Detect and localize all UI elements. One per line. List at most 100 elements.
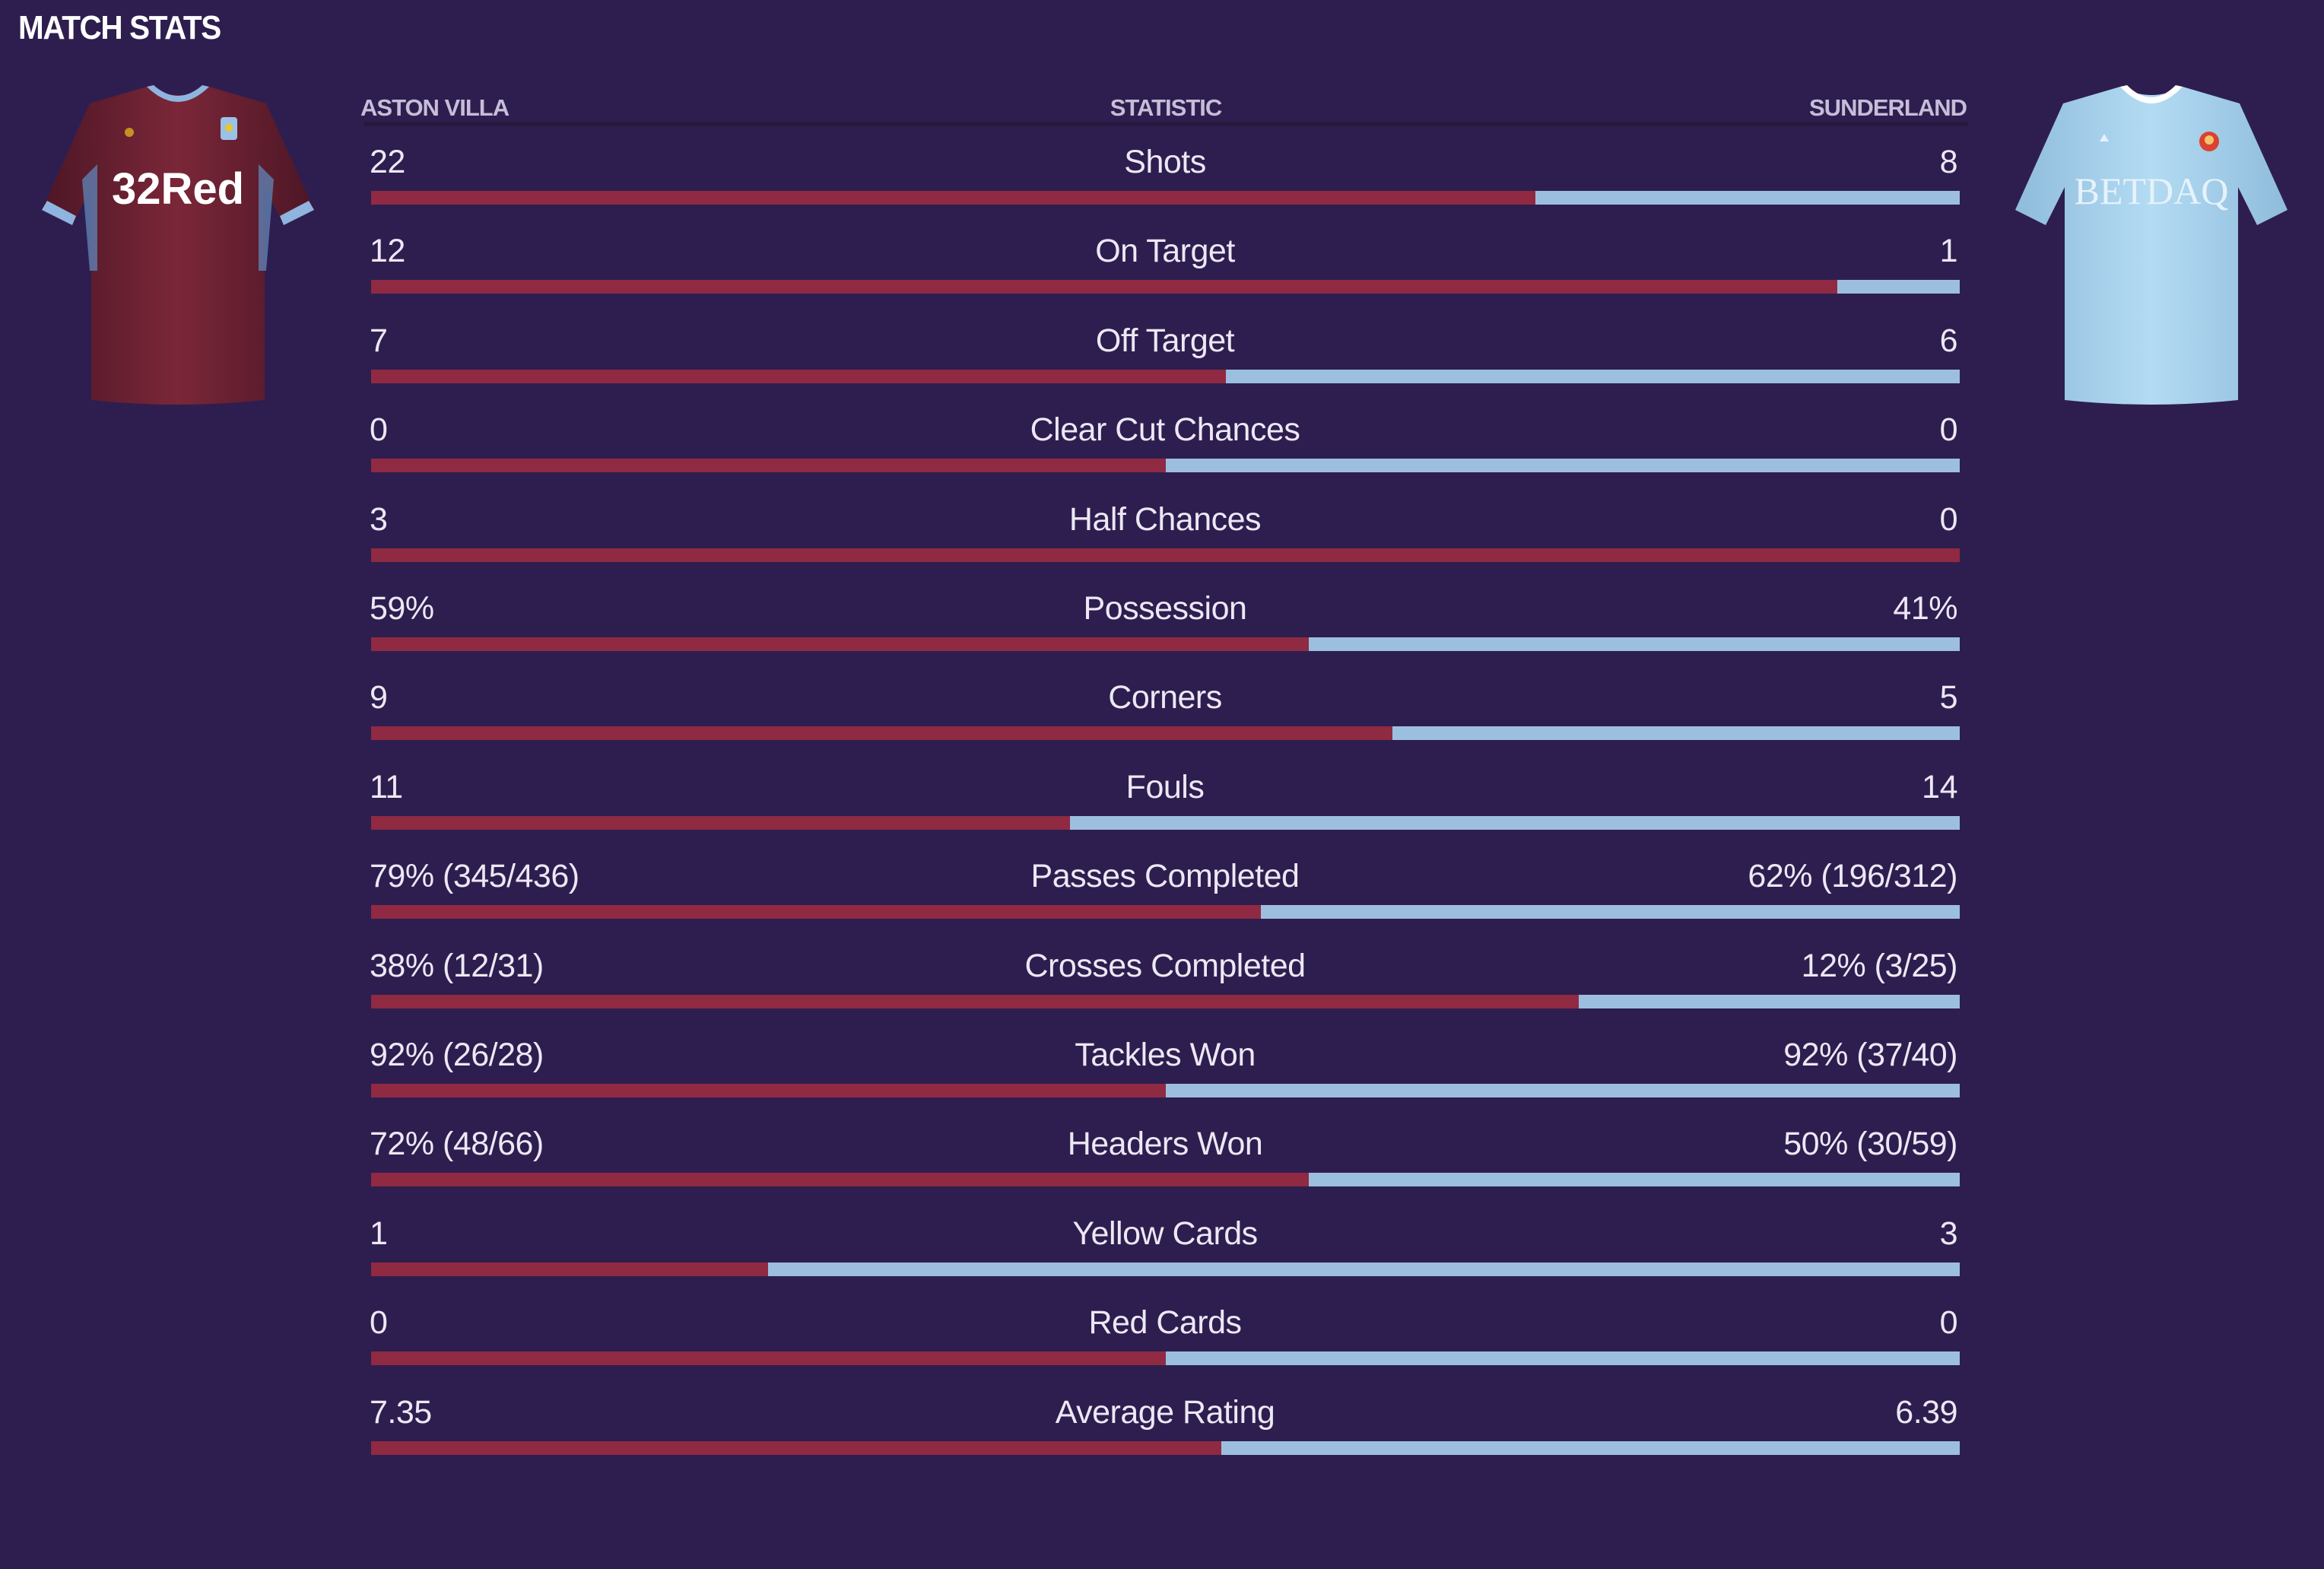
stat-label: Crosses Completed [1024,947,1306,984]
away-stat-value: 5 [1939,679,1958,716]
away-share-fill [1578,994,1960,1008]
comparison-bar [371,548,1960,562]
stat-label: Possession [1083,590,1247,627]
comparison-bar [371,994,1960,1008]
away-share-fill [1165,1351,1960,1366]
comparison-bar [371,637,1960,651]
home-share-fill [371,1262,769,1276]
comparison-bar [371,191,1960,205]
shirt-icon: 32Red [42,85,314,405]
away-share-fill [1308,1173,1960,1187]
stat-label: Clear Cut Chances [1030,411,1300,449]
home-share-fill [371,191,1536,205]
home-stat-value: 12 [370,233,405,270]
home-stat-value: 1 [370,1215,388,1252]
stat-label: Half Chances [1068,500,1262,538]
stat-row: 72% (48/66) Headers Won 50% (30/59) [370,1125,1960,1201]
comparison-bar [371,1262,1960,1276]
away-share-fill [1165,459,1960,473]
stat-row: 59% Possession 41% [370,589,1960,665]
stat-label: Corners [1108,679,1222,716]
comparison-bar [371,1173,1960,1187]
home-stat-value: 0 [370,411,388,449]
away-stat-value: 0 [1939,1304,1958,1342]
comparison-bar [371,815,1960,830]
page-title: MATCH STATS [18,9,221,46]
away-share-fill [1165,1084,1960,1097]
away-kit-sponsor: BETDAQ [2075,170,2229,212]
home-stat-value: 72% (48/66) [370,1126,544,1163]
away-stat-value: 62% (196/312) [1748,858,1957,895]
away-stat-value: 8 [1939,144,1958,180]
away-stat-value: 12% (3/25) [1801,947,1958,984]
comparison-bar [371,280,1960,294]
comparison-bar [371,1440,1960,1455]
stat-label: Tackles Won [1075,1037,1256,1073]
away-share-fill [1837,280,1960,294]
home-team-kit: 32Red [37,81,319,409]
away-stat-value: 41% [1893,590,1957,627]
home-share-fill [371,637,1309,651]
stat-row: 9 Corners 5 [370,678,1960,754]
home-stat-value: 7.35 [370,1393,432,1431]
home-team-header[interactable]: ASTON VILLA [360,94,510,121]
stat-label: Yellow Cards [1072,1215,1258,1252]
home-stat-value: 0 [370,1304,388,1342]
stat-row: 3 Half Chances 0 [370,500,1960,576]
home-stat-value: 79% (345/436) [370,858,579,895]
away-share-fill [1221,1440,1960,1455]
home-share-fill [371,905,1261,919]
comparison-bar [371,459,1960,473]
home-stat-value: 92% (26/28) [370,1037,544,1073]
away-stat-value: 0 [1939,500,1958,538]
comparison-bar [371,726,1960,741]
stat-row: 12 On Target 1 [370,232,1960,308]
away-share-fill [1225,369,1960,383]
stat-row: 0 Clear Cut Chances 0 [370,411,1960,487]
stat-label: Passes Completed [1030,858,1300,895]
stat-row: 1 Yellow Cards 3 [370,1215,1960,1291]
statistic-header: STATISTIC [1110,94,1223,121]
home-share-fill [371,815,1071,830]
away-stat-value: 92% (37/40) [1783,1037,1957,1073]
home-stat-value: 3 [370,500,388,538]
home-stat-value: 11 [370,768,403,805]
away-share-fill [1535,191,1960,205]
away-stat-value: 1 [1939,233,1958,270]
away-stat-value: 3 [1939,1215,1958,1252]
stat-label: Average Rating [1055,1393,1275,1431]
home-stat-value: 22 [370,144,405,180]
home-share-fill [371,1351,1166,1366]
header-divider [364,122,1968,126]
stat-row: 38% (12/31) Crosses Completed 12% (3/25) [370,947,1960,1023]
stat-row: 7 Off Target 6 [370,322,1960,398]
away-stat-value: 0 [1939,411,1958,449]
comparison-bar [371,1351,1960,1366]
home-stat-value: 7 [370,322,388,359]
stat-row: 11 Fouls 14 [370,768,1960,844]
comparison-bar [371,369,1960,383]
stat-label: Shots [1124,144,1206,180]
away-stat-value: 6 [1939,322,1958,359]
home-share-fill [371,1440,1221,1455]
home-share-fill [371,726,1393,741]
stat-label: Fouls [1125,768,1205,805]
stat-row: 7.35 Average Rating 6.39 [370,1393,1960,1469]
away-stat-value: 14 [1922,768,1957,805]
away-team-header[interactable]: SUNDERLAND [1809,94,1967,121]
stat-label: Red Cards [1088,1304,1242,1342]
home-share-fill [371,548,1960,562]
away-share-fill [768,1262,1960,1276]
away-share-fill [1260,905,1960,919]
home-share-fill [371,1173,1309,1187]
stat-row: 92% (26/28) Tackles Won 92% (37/40) [370,1036,1960,1112]
away-stat-value: 50% (30/59) [1783,1126,1957,1163]
home-kit-sponsor: 32Red [112,164,244,214]
away-stat-value: 6.39 [1895,1393,1957,1431]
home-stat-value: 9 [370,679,388,716]
home-stat-value: 59% [370,590,434,627]
home-share-fill [371,994,1579,1008]
stat-label: Off Target [1095,322,1235,359]
home-share-fill [371,369,1226,383]
